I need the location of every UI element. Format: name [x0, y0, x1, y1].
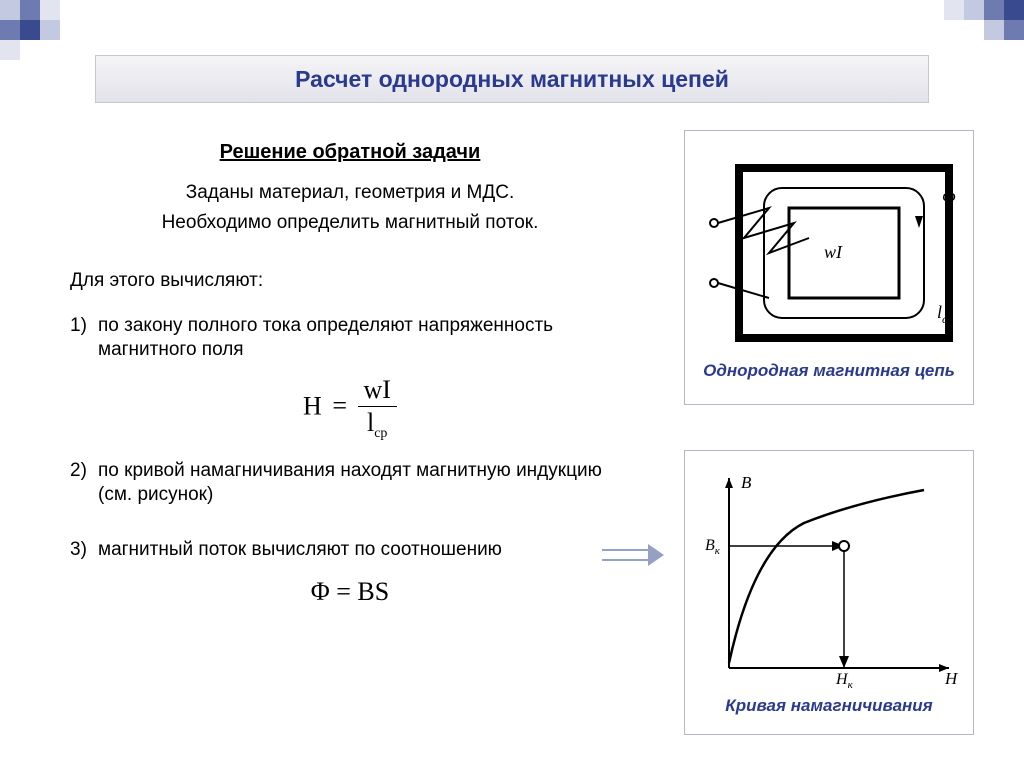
magnetization-curve-chart: B H Bк Hк	[699, 468, 959, 688]
panel-2-caption: Кривая намагничивания	[725, 696, 932, 716]
step-2: 2) по кривой намагничивания находят магн…	[70, 459, 630, 507]
formula-h-den-sub: ср	[374, 426, 387, 441]
magnetic-circuit-diagram: Φ wI lср	[699, 153, 959, 353]
svg-text:Bк: Bк	[705, 537, 721, 557]
step-1-text: по закону полного тока определяют напряж…	[98, 314, 630, 362]
axis-b: B	[741, 473, 752, 492]
label-phi: Φ	[942, 187, 956, 207]
step-2-number: 2)	[70, 459, 98, 507]
axis-bk-sub: к	[715, 545, 721, 557]
step-3: 3) магнитный поток вычисляют по соотноше…	[70, 538, 630, 562]
step-3-number: 3)	[70, 538, 98, 562]
step-1: 1) по закону полного тока определяют нап…	[70, 314, 630, 362]
step-3-text: магнитный поток вычисляют по соотношению	[98, 538, 630, 562]
panel-1-caption: Однородная магнитная цепь	[703, 361, 955, 381]
corner-deco-right	[904, 0, 1024, 40]
formula-h: H = wI lср	[70, 374, 630, 443]
panel-magnetization-curve: B H Bк Hк Кривая намагничивания	[684, 450, 974, 735]
panel-magnetic-circuit: Φ wI lср Однородная магнитная цепь	[684, 130, 974, 405]
step-1-number: 1)	[70, 314, 98, 362]
curve-path	[729, 490, 924, 663]
formula-h-lhs: H	[303, 391, 322, 420]
content-column: Решение обратной задачи Заданы материал,…	[70, 140, 630, 625]
slide-title: Расчет однородных магнитных цепей	[295, 66, 729, 93]
corner-deco-left	[0, 0, 120, 60]
subheading: Решение обратной задачи	[70, 140, 630, 165]
formula-h-num: wI	[358, 374, 397, 408]
slide-title-bar: Расчет однородных магнитных цепей	[95, 55, 929, 103]
lead-text: Для этого вычисляют:	[70, 269, 630, 293]
svg-text:Hк: Hк	[835, 671, 854, 688]
step-2-text: по кривой намагничивания находят магнитн…	[98, 459, 630, 507]
axis-bk: B	[705, 537, 715, 554]
axis-hk-sub: к	[848, 679, 854, 688]
intro-line-2: Необходимо определить магнитный поток.	[70, 211, 630, 235]
formula-phi: Φ = BS	[70, 576, 630, 609]
label-lcp-sub: ср	[942, 312, 953, 326]
intro-line-1: Заданы материал, геометрия и МДС.	[70, 181, 630, 205]
link-arrow-icon	[598, 540, 668, 570]
label-wi: wI	[824, 242, 843, 262]
axis-h: H	[944, 669, 959, 688]
